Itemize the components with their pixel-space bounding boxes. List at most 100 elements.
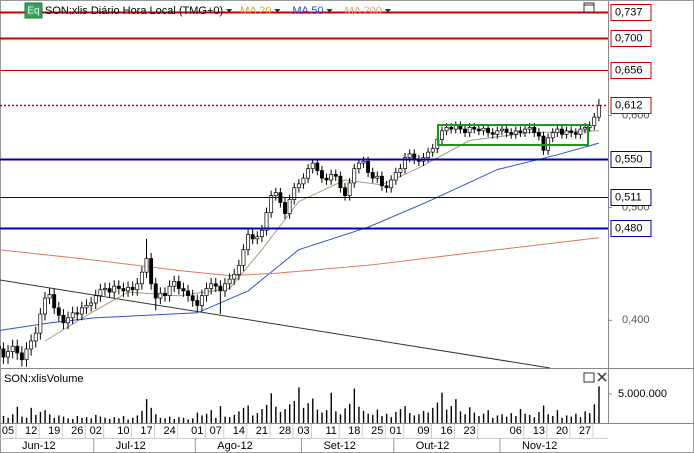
volume-bar xyxy=(409,413,411,423)
candle-body xyxy=(324,177,329,181)
volume-bar xyxy=(201,415,203,423)
volume-bar xyxy=(85,417,88,423)
volume-bar xyxy=(464,414,466,423)
volume-bar xyxy=(570,416,572,423)
candle-body xyxy=(518,130,523,133)
month-label: Jul-12 xyxy=(116,440,146,452)
volume-bar xyxy=(62,416,65,423)
level-label-box xyxy=(610,189,652,206)
candle-body xyxy=(444,127,449,132)
dropdown-arrow xyxy=(274,9,281,13)
candle-body xyxy=(61,314,66,324)
x-tick-label: 10 xyxy=(117,425,129,437)
candle-body xyxy=(29,340,34,350)
volume-bar xyxy=(164,418,166,423)
candle-body xyxy=(499,128,504,132)
legend: MA 20 MA 50 MA 200 xyxy=(226,5,391,17)
candle-body xyxy=(144,258,149,273)
candle-body xyxy=(15,345,20,354)
volume-bar xyxy=(505,416,508,423)
legend-entry: MA 200 xyxy=(345,5,382,17)
volume-bar xyxy=(422,410,425,423)
volume-bar xyxy=(224,416,226,423)
month-label: Out-12 xyxy=(416,440,450,452)
volume-bar xyxy=(349,403,351,423)
candle-body xyxy=(121,288,126,292)
candle-body xyxy=(532,127,537,133)
level-label-box xyxy=(610,220,652,237)
volume-title: SON:xlisVolume xyxy=(4,373,83,385)
volume-maximize-button[interactable] xyxy=(583,372,595,383)
x-tick-label: 14 xyxy=(233,425,245,437)
candle-body xyxy=(93,295,98,304)
volume-bar xyxy=(556,410,559,423)
candle-body xyxy=(366,160,371,173)
volume-bar xyxy=(524,413,526,423)
level-label-box xyxy=(610,30,652,47)
candle-body xyxy=(158,292,163,299)
volume-bar xyxy=(2,416,5,423)
candle-body xyxy=(296,183,301,189)
level-label: 0,550 xyxy=(615,153,643,165)
volume-bar xyxy=(367,413,369,423)
volume-bar xyxy=(302,407,305,423)
candle-body xyxy=(550,132,555,139)
candle-body xyxy=(439,130,444,140)
volume-bar xyxy=(48,414,51,423)
x-tick-label: 23 xyxy=(464,425,476,437)
volume-bar xyxy=(289,404,291,423)
level-label-box xyxy=(610,97,652,114)
candle-body xyxy=(139,271,144,285)
candle-body xyxy=(292,187,297,200)
x-tick-label: 19 xyxy=(48,425,60,437)
volume-close-button[interactable] xyxy=(597,372,607,382)
volume-bar xyxy=(99,416,102,423)
x-tick-label: 01 xyxy=(191,425,203,437)
candle-body xyxy=(269,195,274,214)
candle-body xyxy=(19,352,24,361)
volume-bar xyxy=(261,409,263,423)
volume-bar xyxy=(501,414,503,423)
volume-bar xyxy=(173,418,176,423)
volume-bar xyxy=(362,410,365,423)
range-box xyxy=(437,124,589,146)
volume-bar xyxy=(284,409,286,423)
volume-bar xyxy=(30,407,32,423)
candle-body xyxy=(356,162,361,170)
candle-body xyxy=(33,332,38,342)
candle-body xyxy=(176,281,181,289)
candle-body xyxy=(384,185,389,189)
volume-bar xyxy=(455,399,457,423)
candle-body xyxy=(389,179,394,189)
candle-body xyxy=(407,153,412,158)
candle-body xyxy=(398,168,403,173)
volume-bar xyxy=(182,417,185,423)
x-tick-label: 06 xyxy=(510,425,522,437)
maximize-button[interactable] xyxy=(583,2,595,13)
volume-bar xyxy=(72,418,74,423)
candle-body xyxy=(338,175,343,189)
volume-bar xyxy=(187,419,189,423)
volume-bar xyxy=(552,416,554,423)
volume-bar xyxy=(12,414,14,423)
candle-body xyxy=(426,151,431,158)
volume-bar xyxy=(542,405,545,423)
chart-title: SON:xlis Diário Hora Local (TMG+0) xyxy=(45,5,223,17)
volume-bar xyxy=(519,409,522,423)
moving-average-line xyxy=(0,237,599,277)
dropdown-arrow xyxy=(384,9,391,13)
level-label: 0,737 xyxy=(615,6,643,18)
volume-bar xyxy=(427,412,429,423)
volume-bar xyxy=(256,413,259,423)
candle-body xyxy=(596,105,601,118)
volume-bar xyxy=(233,414,236,423)
volume-bar xyxy=(584,411,586,423)
candle-body xyxy=(430,148,435,153)
candle-body xyxy=(98,289,103,297)
volume-bar xyxy=(399,409,402,423)
volume-bar xyxy=(436,402,439,423)
month-label: Ago-12 xyxy=(217,440,252,452)
candle-body xyxy=(536,132,541,137)
volume-bar xyxy=(159,417,162,423)
candle-body xyxy=(56,307,61,316)
